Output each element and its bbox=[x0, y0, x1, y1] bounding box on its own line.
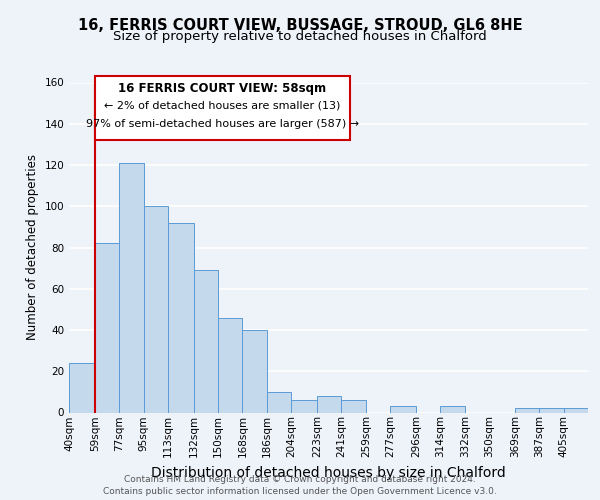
Bar bbox=[539, 408, 563, 412]
Bar bbox=[341, 400, 366, 412]
Text: ← 2% of detached houses are smaller (13): ← 2% of detached houses are smaller (13) bbox=[104, 100, 340, 110]
Bar bbox=[218, 318, 242, 412]
Bar bbox=[168, 223, 194, 412]
Text: 16, FERRIS COURT VIEW, BUSSAGE, STROUD, GL6 8HE: 16, FERRIS COURT VIEW, BUSSAGE, STROUD, … bbox=[77, 18, 523, 32]
Bar bbox=[291, 400, 317, 412]
Bar bbox=[95, 244, 119, 412]
Bar bbox=[317, 396, 341, 412]
Text: Contains HM Land Registry data © Crown copyright and database right 2024.: Contains HM Land Registry data © Crown c… bbox=[124, 476, 476, 484]
X-axis label: Distribution of detached houses by size in Chalford: Distribution of detached houses by size … bbox=[151, 466, 506, 479]
Text: Size of property relative to detached houses in Chalford: Size of property relative to detached ho… bbox=[113, 30, 487, 43]
Y-axis label: Number of detached properties: Number of detached properties bbox=[26, 154, 39, 340]
Bar bbox=[515, 408, 539, 412]
Bar bbox=[143, 206, 168, 412]
Text: Contains public sector information licensed under the Open Government Licence v3: Contains public sector information licen… bbox=[103, 486, 497, 496]
Bar bbox=[242, 330, 267, 412]
Bar bbox=[95, 76, 350, 140]
Bar bbox=[563, 408, 588, 412]
Bar bbox=[440, 406, 464, 412]
Bar bbox=[69, 363, 95, 412]
Bar bbox=[390, 406, 416, 412]
Text: 16 FERRIS COURT VIEW: 58sqm: 16 FERRIS COURT VIEW: 58sqm bbox=[118, 82, 326, 95]
Text: 97% of semi-detached houses are larger (587) →: 97% of semi-detached houses are larger (… bbox=[86, 118, 359, 128]
Bar bbox=[194, 270, 218, 412]
Bar bbox=[119, 163, 143, 412]
Bar bbox=[267, 392, 291, 412]
